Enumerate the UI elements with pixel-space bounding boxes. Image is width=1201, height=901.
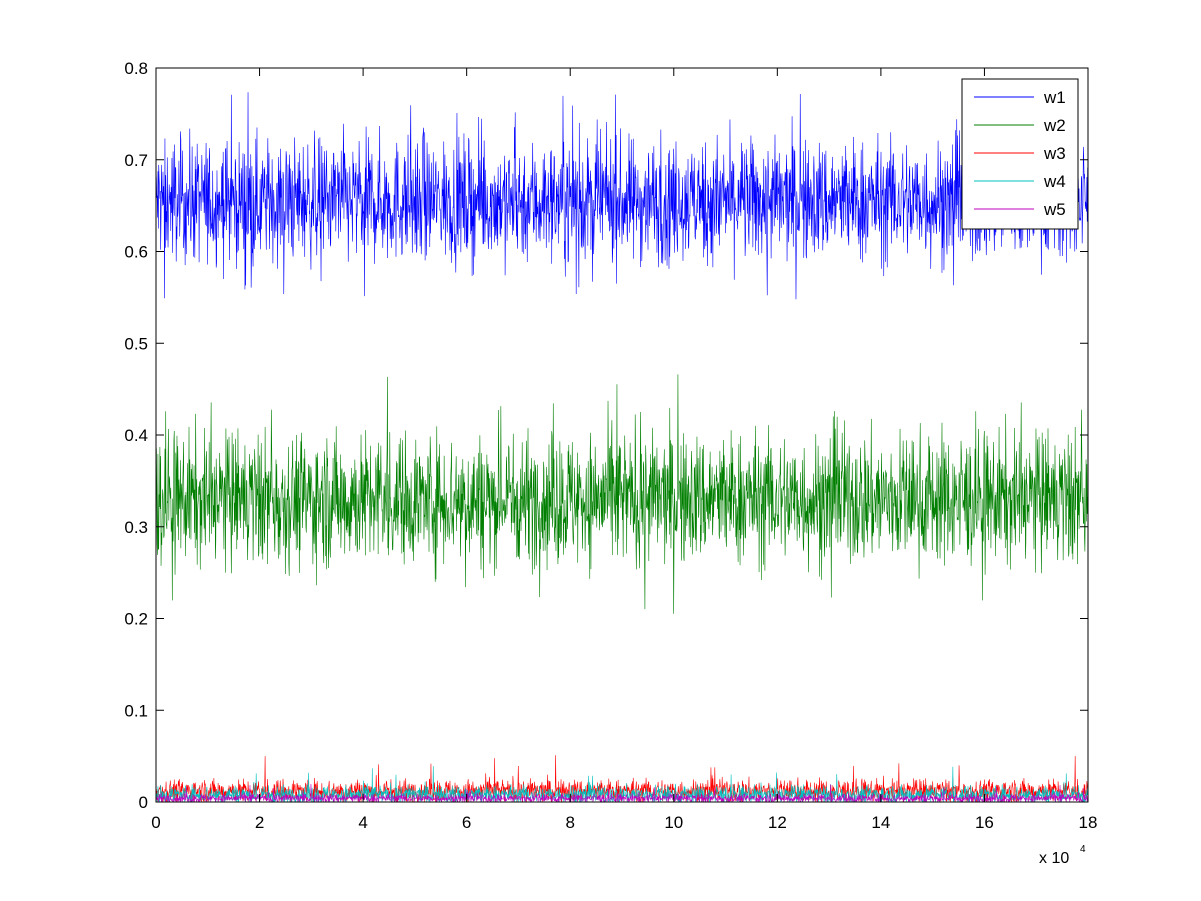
x-tick-label: 2	[255, 813, 264, 832]
x-tick-label: 16	[975, 813, 994, 832]
legend-label-w4: w4	[1043, 172, 1066, 191]
x-tick-label: 18	[1079, 813, 1098, 832]
x-tick-label: 8	[565, 813, 574, 832]
x-tick-label: 14	[871, 813, 890, 832]
series-line-w2	[156, 374, 1088, 614]
series-line-w5	[156, 784, 1088, 802]
x-multiplier-label: x 10	[1039, 850, 1069, 867]
series-line-w1	[156, 92, 1088, 300]
x-tick-label: 6	[462, 813, 471, 832]
y-tick-label: 0	[139, 793, 148, 812]
series-line-w4	[156, 766, 1088, 802]
y-tick-label: 0.6	[124, 243, 148, 262]
y-tick-label: 0.2	[124, 610, 148, 629]
legend-label-w3: w3	[1043, 144, 1066, 163]
y-tick-label: 0.1	[124, 701, 148, 720]
y-tick-label: 0.3	[124, 518, 148, 537]
x-tick-label: 10	[664, 813, 683, 832]
axes-layer: 0 2 4 6 8 10 12 14 16 18 0 0.1 0.2 0.3 0.4 0.5 0.6 0.7 0.8	[124, 59, 1097, 832]
x-tick-label: 0	[151, 813, 160, 832]
legend: w1 w2 w3 w4 w5	[961, 78, 1079, 230]
legend-label-w2: w2	[1043, 116, 1066, 135]
series-layer	[156, 92, 1088, 802]
x-multiplier-exponent: 4	[1080, 844, 1086, 855]
y-tick-label: 0.7	[124, 151, 148, 170]
y-tick-label: 0.5	[124, 334, 148, 353]
legend-box	[961, 78, 1079, 230]
y-tick-label: 0.4	[124, 426, 148, 445]
plot-area	[156, 68, 1088, 802]
legend-label-w5: w5	[1043, 200, 1066, 219]
x-multiplier: x 10 4	[1039, 844, 1086, 867]
y-tick-label: 0.8	[124, 59, 148, 78]
x-tick-label: 12	[768, 813, 787, 832]
legend-label-w1: w1	[1043, 88, 1066, 107]
x-tick-label: 4	[358, 813, 367, 832]
